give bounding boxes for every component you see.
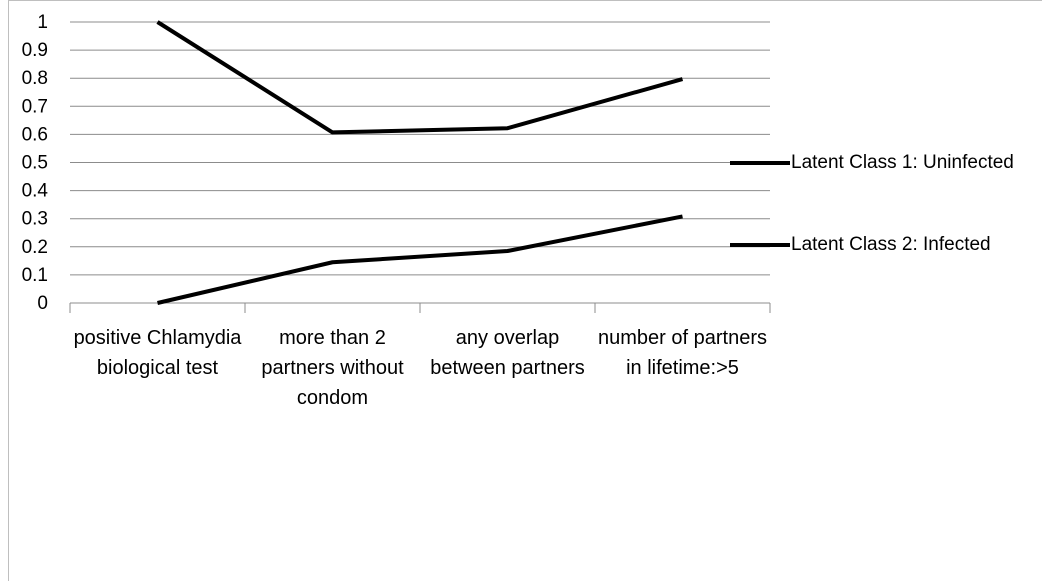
legend-label: Latent Class 2: Infected bbox=[791, 234, 991, 255]
x-tick-label: any overlap between partners bbox=[430, 327, 585, 379]
y-tick-label: 0.2 bbox=[22, 237, 48, 258]
y-tick-label: 0.8 bbox=[22, 68, 48, 89]
y-tick-label: 0.9 bbox=[22, 40, 48, 61]
y-tick-label: 0.5 bbox=[22, 153, 48, 174]
y-tick-label: 0 bbox=[37, 293, 48, 314]
data-line bbox=[157, 214, 683, 305]
y-tick-label: 1 bbox=[37, 12, 48, 33]
x-tick-label: positive Chlamydia biological test bbox=[73, 327, 242, 379]
data-line bbox=[156, 20, 684, 135]
y-tick-label: 0.3 bbox=[22, 209, 48, 230]
x-tick-label: number of partners in lifetime:>5 bbox=[598, 327, 767, 379]
y-tick-label: 0.7 bbox=[22, 96, 48, 117]
y-tick-label: 0.6 bbox=[22, 124, 48, 145]
legend-label: Latent Class 1: Uninfected bbox=[791, 152, 1014, 173]
y-tick-label: 0.1 bbox=[22, 265, 48, 286]
y-tick-label: 0.4 bbox=[22, 181, 49, 202]
x-tick-label: more than 2 partners without condom bbox=[261, 327, 404, 409]
